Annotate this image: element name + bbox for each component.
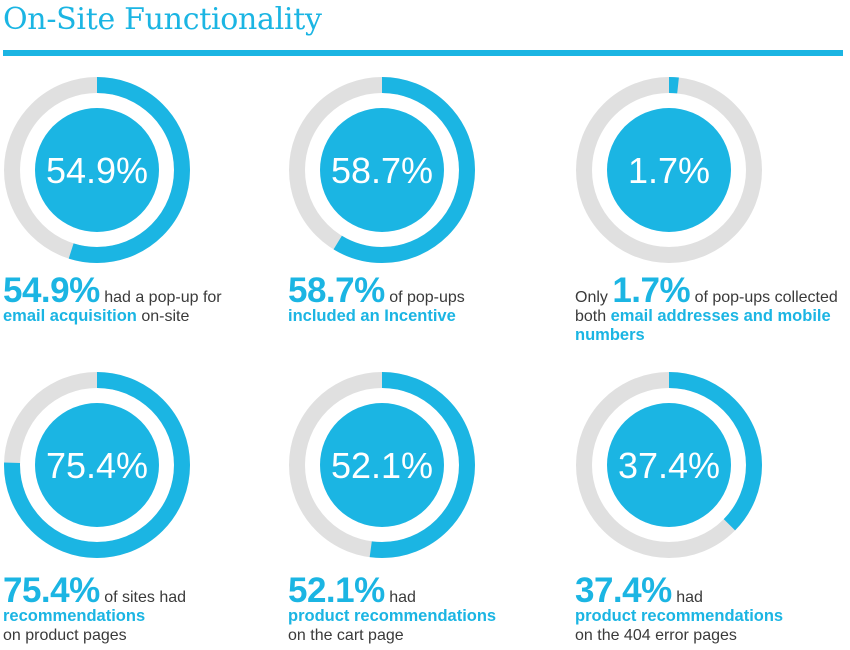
stat-caption: 58.7% of pop-ups included an Incentive	[288, 273, 560, 326]
donut-percent-label: 54.9%	[46, 150, 148, 191]
donut-chart: 58.7%	[287, 75, 477, 265]
caption-highlight: email addresses and mobile numbers	[575, 307, 831, 344]
caption-percent: 37.4%	[575, 571, 672, 610]
donut-value-arc	[289, 372, 475, 558]
donut-svg: 37.4%	[576, 372, 762, 558]
caption-percent: 75.4%	[3, 571, 100, 610]
caption-highlight: product recommendations	[575, 607, 784, 625]
caption-percent: 52.1%	[288, 571, 385, 610]
stat-caption: 37.4% had product recommendations on the…	[575, 573, 847, 645]
caption-highlight: included an Incentive	[288, 307, 456, 325]
donut-chart: 37.4%	[574, 370, 764, 560]
donut-svg: 1.7%	[576, 77, 762, 263]
donut-svg: 52.1%	[289, 372, 475, 558]
donut-percent-label: 75.4%	[46, 445, 148, 486]
donut-center	[320, 108, 444, 232]
stat-caption: 75.4% of sites had recommendations on pr…	[3, 573, 275, 645]
donut-center	[607, 108, 731, 232]
donut-percent-label: 1.7%	[628, 150, 710, 191]
donut-value-arc	[4, 372, 190, 558]
donut-value-arc	[289, 77, 475, 263]
caption-text: of sites had	[99, 589, 187, 606]
stat-caption: 52.1% had product recommendations on the…	[288, 573, 560, 645]
stat-caption: Only 1.7% of pop-ups collected both emai…	[575, 273, 849, 345]
donut-chart: 52.1%	[287, 370, 477, 560]
stat-caption: 54.9% had a pop-up for email acquisition…	[3, 273, 275, 326]
donut-chart: 75.4%	[2, 370, 192, 560]
donut-value-arc	[576, 372, 762, 558]
caption-text: of pop-ups	[384, 289, 465, 306]
donut-percent-label: 58.7%	[331, 150, 433, 191]
donut-percent-label: 52.1%	[331, 445, 433, 486]
caption-text: on-site	[136, 308, 190, 325]
donut-chart: 54.9%	[2, 75, 192, 265]
donut-center	[607, 403, 731, 527]
caption-highlight: product recommendations	[288, 607, 497, 625]
donut-svg: 75.4%	[4, 372, 190, 558]
caption-text: had a pop-up for	[99, 289, 222, 306]
donut-svg: 58.7%	[289, 77, 475, 263]
caption-text: had	[384, 589, 416, 606]
donut-center	[320, 403, 444, 527]
donut-percent-label: 37.4%	[618, 445, 720, 486]
caption-text: on product pages	[3, 627, 127, 644]
donut-center	[35, 403, 159, 527]
caption-text: on the 404 error pages	[575, 627, 737, 644]
caption-text: on the cart page	[288, 627, 404, 644]
donut-value-arc	[4, 77, 190, 263]
caption-text: had	[671, 589, 703, 606]
caption-highlight: email acquisition	[3, 307, 137, 325]
caption-text: of pop-ups collected both	[575, 289, 838, 325]
caption-percent: 58.7%	[288, 271, 385, 310]
caption-pre: Only	[575, 289, 613, 306]
title-underline	[3, 50, 843, 56]
donut-chart: 1.7%	[574, 75, 764, 265]
page-title: On-Site Functionality	[3, 2, 322, 37]
donut-value-arc	[576, 77, 762, 263]
donut-center	[35, 108, 159, 232]
caption-percent: 54.9%	[3, 271, 100, 310]
caption-highlight: recommendations	[3, 607, 146, 625]
donut-svg: 54.9%	[4, 77, 190, 263]
caption-percent: 1.7%	[612, 271, 691, 310]
